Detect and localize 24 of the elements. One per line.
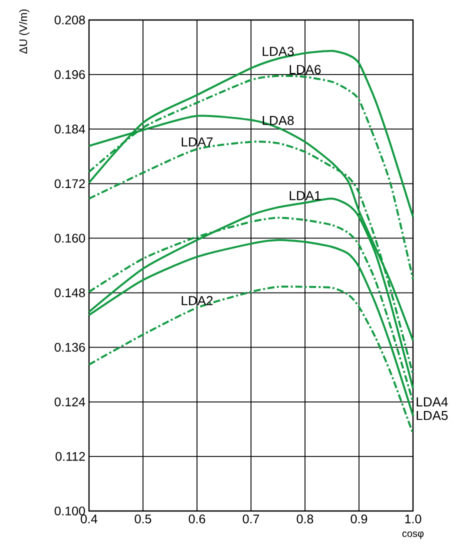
annotation: LDA4: [416, 397, 448, 406]
y-tick-label: 0.208: [54, 16, 85, 24]
y-tick-label: 0.124: [54, 397, 86, 406]
x-tick-label: 0.7: [242, 514, 260, 524]
x-axis-title: cosφ: [402, 532, 424, 539]
annotation: LDA3: [262, 46, 294, 56]
x-tick-label: 0.9: [350, 514, 368, 524]
y-tick-label: 0.172: [54, 179, 85, 188]
y-tick-label: 0.112: [56, 452, 85, 461]
x-tick-label: 0.8: [296, 514, 314, 524]
annotation: LDA5: [416, 410, 448, 420]
y-tick-label: 0.100: [54, 506, 85, 516]
line-series: [88, 286, 414, 435]
x-tick-label: 0.4: [80, 514, 98, 524]
y-tick-label: 0.148: [54, 288, 85, 298]
x-tick-label: 0.5: [134, 514, 152, 524]
y-axis-title: ΔU (V/m): [19, 9, 30, 54]
x-tick-label: 1.0: [405, 514, 422, 524]
y-tick-label: 0.160: [54, 234, 85, 243]
y-tick-label: 0.136: [54, 342, 85, 352]
y-tick-label: 0.184: [54, 124, 86, 134]
y-tick-label: 0.196: [54, 70, 85, 79]
x-tick-label: 0.6: [188, 514, 206, 524]
annotation: LDA8: [262, 116, 294, 126]
